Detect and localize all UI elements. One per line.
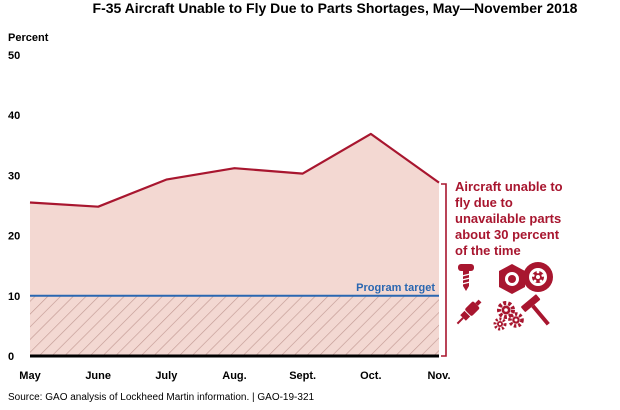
annotation-text: Aircraft unable to fly due to unavailabl… — [455, 179, 566, 258]
annotation-line: of the time — [455, 243, 521, 258]
hex-nut-icon — [499, 264, 525, 294]
program-target-label: Program target — [356, 282, 435, 294]
annotation-line: Aircraft unable to — [455, 179, 563, 194]
y-tick-labels: 0 10 20 30 40 50 — [8, 50, 20, 363]
annotation-line: unavailable parts — [455, 211, 561, 226]
series-line — [29, 132, 440, 208]
spark-plug-icon — [456, 299, 482, 325]
chart-title: F-35 Aircraft Unable to Fly Due to Parts… — [93, 0, 578, 16]
screw-icon — [458, 264, 474, 291]
x-tick-label: Nov. — [427, 370, 450, 382]
y-tick-label: 40 — [8, 110, 20, 122]
x-tick-label: May — [19, 370, 41, 382]
gears-icon — [493, 301, 524, 331]
hammer-icon — [521, 294, 550, 326]
x-tick-label: June — [85, 370, 111, 382]
y-tick-label: 30 — [8, 170, 20, 182]
x-tick-label: Aug. — [222, 370, 246, 382]
annotation-bracket — [441, 183, 447, 357]
y-tick-label: 20 — [8, 231, 20, 243]
parts-icons — [456, 262, 553, 331]
annotation-line: fly due to — [455, 195, 513, 210]
wheel-icon — [523, 262, 553, 292]
y-axis-label: Percent — [8, 32, 49, 44]
target-zone-hatch — [30, 295, 439, 356]
y-tick-label: 10 — [8, 291, 20, 303]
source-note: Source: GAO analysis of Lockheed Martin … — [8, 392, 315, 403]
annotation-line: about 30 percent — [455, 227, 560, 242]
y-tick-label: 0 — [8, 351, 14, 363]
y-tick-label: 50 — [8, 50, 20, 62]
x-tick-label: July — [155, 370, 178, 382]
x-tick-label: Oct. — [360, 370, 381, 382]
x-tick-labels: May June July Aug. Sept. Oct. Nov. — [19, 370, 450, 382]
x-tick-label: Sept. — [289, 370, 316, 382]
